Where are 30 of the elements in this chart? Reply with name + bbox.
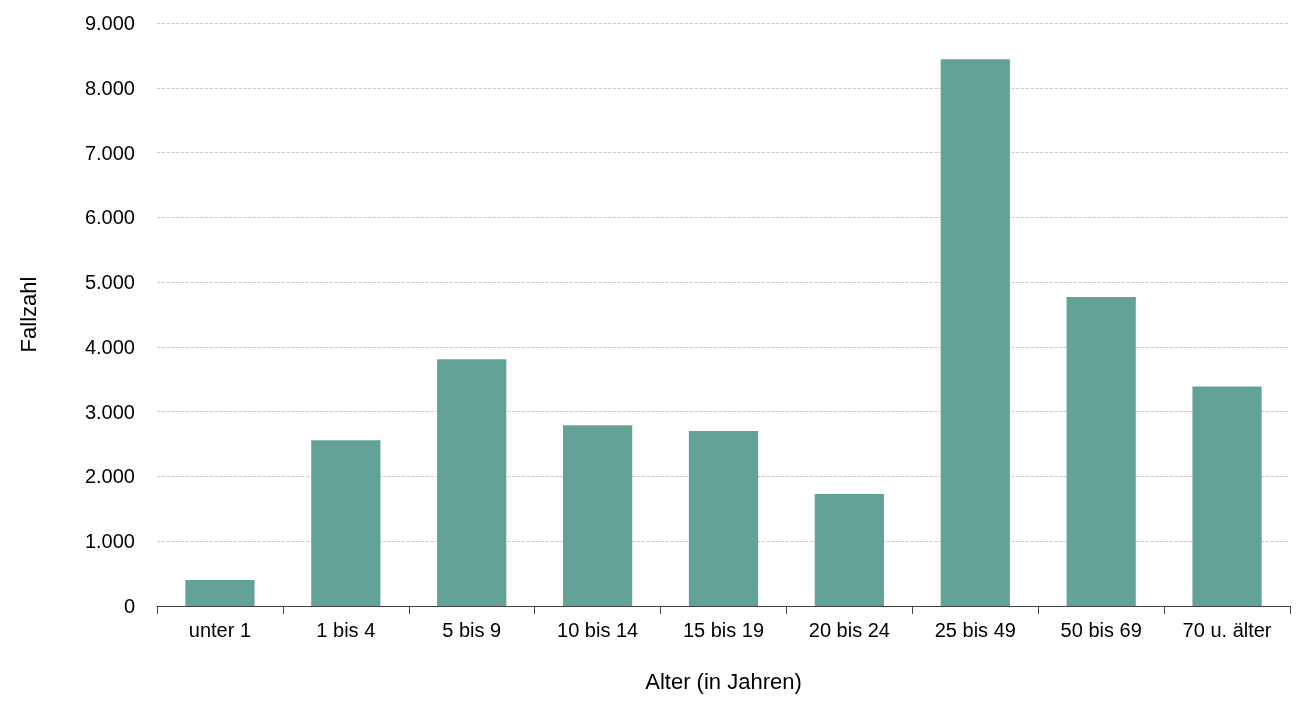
y-tick-label: 1.000: [84, 530, 135, 553]
x-tick-label: 10 bis 14: [557, 619, 639, 641]
bar: [1066, 297, 1136, 606]
y-tick-label: 4.000: [84, 335, 135, 358]
y-tick-label: 3.000: [84, 400, 135, 423]
bar: [562, 425, 633, 606]
bar: [311, 440, 381, 606]
y-tick-label: 5.000: [84, 271, 135, 294]
x-tick-label: 1 bis 4: [316, 619, 376, 641]
y-axis-title: Fallzahl: [15, 276, 41, 353]
y-tick-label: 6.000: [84, 206, 135, 229]
x-tick-label: 25 bis 49: [934, 619, 1016, 641]
x-tick-label: 20 bis 24: [808, 619, 890, 641]
x-tick-label: 15 bis 19: [682, 619, 765, 641]
x-axis-title: Alter (in Jahren): [645, 668, 802, 694]
x-tick-label: unter 1: [188, 619, 252, 641]
bar: [185, 580, 255, 606]
y-tick-label: 9.000: [84, 12, 135, 34]
x-tick-label: 70 u. älter: [1182, 619, 1272, 641]
y-tick-label: 0: [123, 595, 135, 617]
bar: [1192, 386, 1262, 606]
y-tick-label: 2.000: [84, 465, 135, 488]
x-tick-label: 5 bis 9: [442, 619, 502, 641]
y-tick-label: 8.000: [84, 76, 135, 99]
bar: [437, 359, 507, 606]
y-tick-label: 7.000: [84, 141, 135, 164]
x-tick-label: 50 bis 69: [1060, 619, 1142, 641]
bar: [688, 431, 759, 606]
bar: [814, 493, 885, 606]
bar: [940, 59, 1010, 606]
